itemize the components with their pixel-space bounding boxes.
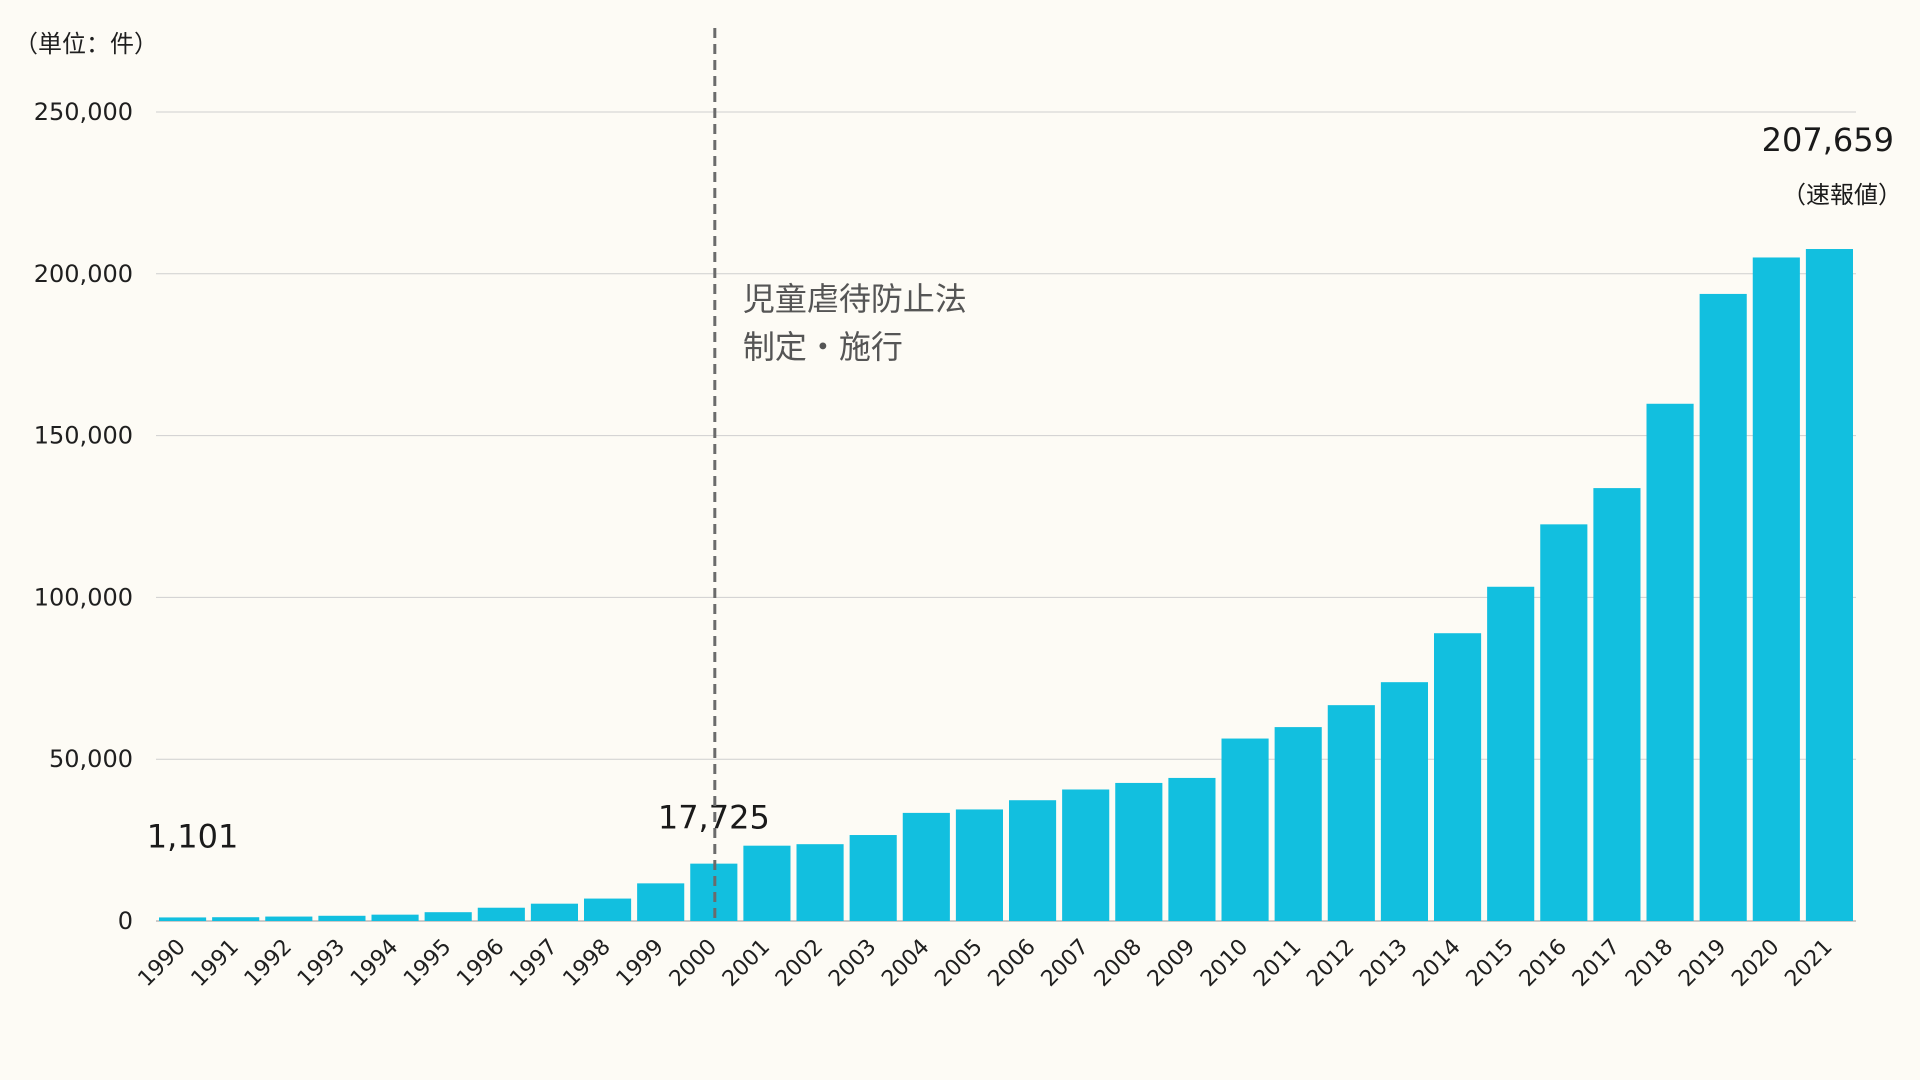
bar (212, 917, 260, 921)
event-marker-text: 制定・施行 (743, 328, 903, 366)
bar (371, 914, 419, 921)
x-tick-label: 2014 (1409, 935, 1466, 992)
x-tick-label: 2015 (1462, 935, 1519, 992)
bar (902, 812, 950, 921)
x-tick-label: 1993 (293, 935, 350, 992)
y-axis-ticks: 0 50,000 100,000 150,000 200,000 250,000 (34, 98, 133, 935)
y-tick-label: 200,000 (34, 260, 133, 288)
bar (424, 912, 472, 921)
x-tick-label: 1991 (187, 935, 244, 992)
bar (1805, 249, 1853, 921)
y-tick-label: 150,000 (34, 422, 133, 450)
x-tick-label: 2004 (877, 935, 934, 992)
bar (1274, 727, 1322, 921)
x-tick-label: 2020 (1727, 935, 1784, 992)
bar (1380, 682, 1428, 921)
bar (584, 898, 632, 921)
bar (796, 844, 844, 921)
bar (1327, 705, 1375, 921)
bar (1752, 257, 1800, 921)
y-tick-label: 250,000 (34, 98, 133, 126)
bar (318, 915, 366, 921)
x-tick-label: 2011 (1249, 935, 1306, 992)
x-tick-label: 2003 (824, 935, 881, 992)
bar (530, 903, 578, 921)
bar (1221, 738, 1269, 921)
x-tick-label: 2019 (1674, 935, 1731, 992)
bar (1168, 777, 1216, 921)
bar (1540, 524, 1588, 921)
x-tick-label: 1998 (559, 935, 616, 992)
bar (1062, 789, 1110, 921)
x-tick-label: 2010 (1196, 935, 1253, 992)
bar (637, 883, 685, 921)
x-tick-label: 1994 (346, 935, 403, 992)
x-tick-label: 2021 (1780, 935, 1837, 992)
bar (955, 809, 1003, 921)
x-tick-label: 1990 (134, 935, 191, 992)
x-tick-label: 2007 (1037, 935, 1094, 992)
bar (1646, 403, 1694, 921)
x-tick-label: 2012 (1302, 935, 1359, 992)
x-tick-label: 1995 (399, 935, 456, 992)
bars (159, 249, 1853, 921)
bar (1434, 633, 1482, 921)
bar (159, 917, 207, 921)
bar (1487, 586, 1535, 921)
bar (1593, 488, 1641, 921)
x-tick-label: 1997 (505, 935, 562, 992)
x-tick-label: 2001 (718, 935, 775, 992)
bar (265, 916, 313, 921)
x-tick-label: 2002 (771, 935, 828, 992)
x-tick-label: 1996 (452, 935, 509, 992)
y-tick-label: 0 (118, 907, 133, 935)
bar (743, 845, 791, 921)
y-tick-label: 100,000 (34, 583, 133, 611)
x-tick-label: 1999 (612, 935, 669, 992)
unit-label: （単位：件） (14, 30, 158, 58)
x-tick-label: 2017 (1568, 935, 1625, 992)
x-tick-label: 2006 (984, 935, 1041, 992)
x-tick-label: 2009 (1143, 935, 1200, 992)
data-label: 1,101 (147, 817, 239, 855)
x-tick-label: 2013 (1355, 935, 1412, 992)
x-tick-label: 2016 (1515, 935, 1572, 992)
x-tick-label: 1992 (240, 935, 297, 992)
bar (477, 907, 525, 921)
event-marker-text: 児童虐待防止法 (743, 280, 967, 318)
data-label-note: （速報値） (1782, 181, 1902, 209)
bar (1009, 800, 1057, 921)
x-tick-label: 2005 (930, 935, 987, 992)
bar (849, 835, 897, 921)
bar (1699, 293, 1747, 921)
x-tick-label: 2000 (665, 935, 722, 992)
bar (1115, 782, 1163, 921)
data-label: 207,659 (1762, 121, 1894, 159)
y-tick-label: 50,000 (49, 745, 133, 773)
x-tick-label: 2018 (1621, 935, 1678, 992)
x-axis-ticks: 1990199119921993199419951996199719981999… (134, 935, 1838, 992)
x-tick-label: 2008 (1090, 935, 1147, 992)
